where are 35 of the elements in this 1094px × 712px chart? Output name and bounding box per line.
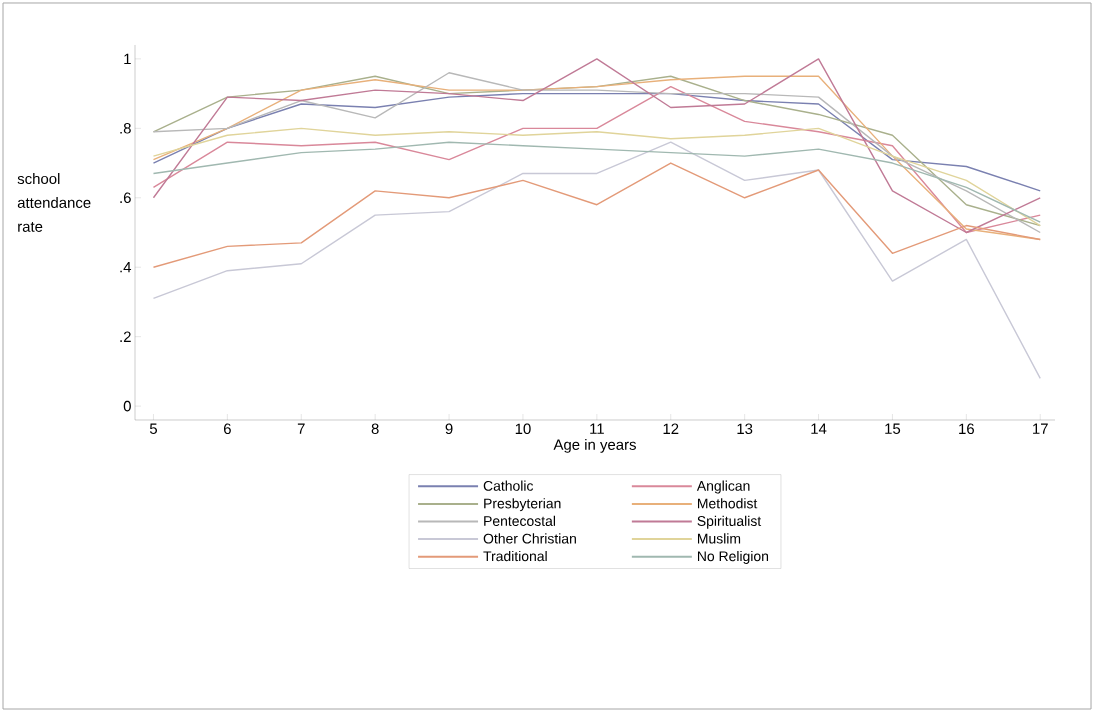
legend-label: Other Christian	[483, 533, 576, 544]
x-tick-label: 5	[149, 423, 158, 434]
y-tick-label: .4	[120, 262, 132, 273]
x-tick-label: 17	[1033, 423, 1048, 434]
x-tick-label: 13	[737, 423, 753, 435]
x-tick-label: 15	[885, 423, 901, 434]
x-axis-title: Age in years	[553, 438, 636, 453]
line-series	[152, 141, 1041, 380]
x-tick-label: 14	[811, 423, 827, 434]
x-tick-label: 6	[223, 423, 231, 435]
y-tick-label: .6	[120, 192, 131, 204]
y-tick-label: .2	[120, 331, 131, 342]
line-series	[152, 127, 1041, 227]
x-tick-label: 16	[959, 423, 974, 435]
y-tick-label: 0	[123, 400, 131, 412]
legend-label: No Religion	[697, 550, 769, 564]
y-tick-label: .8	[120, 123, 131, 134]
x-tick-label: 7	[297, 423, 305, 434]
legend-label: Anglican	[696, 480, 750, 494]
legend-label: Presbyterian	[484, 498, 561, 512]
x-tick-label: 8	[371, 423, 379, 435]
x-tick-label: 11	[590, 423, 604, 434]
legend-label: Spiritualist	[697, 515, 762, 529]
x-tick-label: 10	[515, 423, 531, 435]
legend-label: Muslim	[697, 533, 741, 544]
legend-label: Methodist	[697, 498, 758, 509]
legend-label: Catholic	[483, 480, 534, 491]
x-tick-label: 12	[663, 423, 679, 434]
line-series	[152, 162, 1041, 268]
y-axis-title: school attendance rate	[17, 173, 91, 232]
y-tick-label: 1	[124, 53, 131, 65]
line-series	[152, 141, 1041, 223]
legend-label: Traditional	[483, 550, 547, 562]
x-tick-label: 9	[445, 423, 453, 435]
legend-label: Pentecostal	[484, 515, 556, 526]
